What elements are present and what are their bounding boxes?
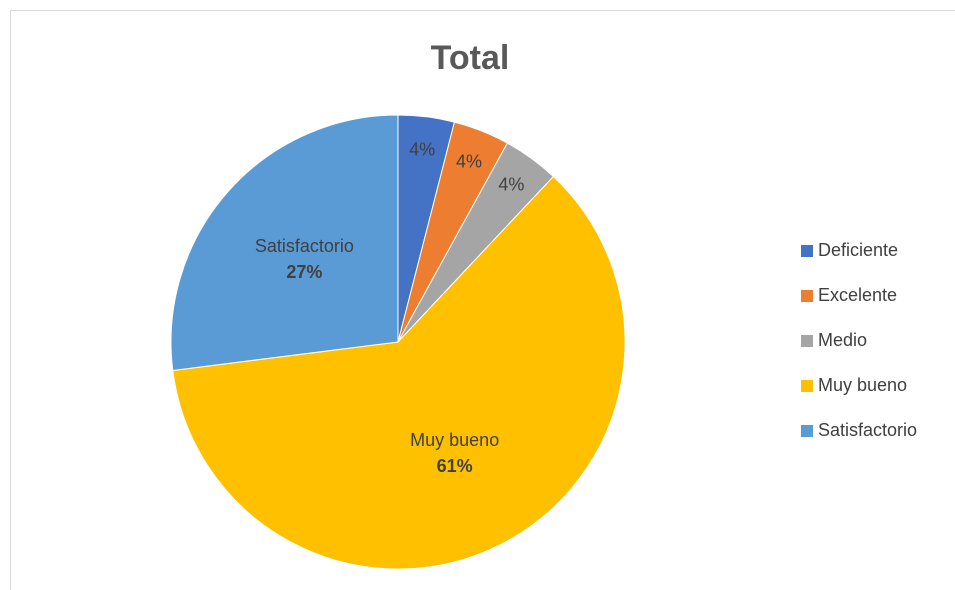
data-label: 4% (498, 175, 524, 195)
legend-label: Medio (818, 330, 867, 350)
pie-slice (170, 114, 399, 372)
data-label: 4% (456, 151, 482, 171)
legend-label: Deficiente (818, 240, 898, 260)
data-label: 61% (437, 456, 473, 476)
legend-swatch (801, 380, 813, 392)
legend-label: Satisfactorio (818, 420, 917, 440)
legend-swatch (801, 425, 813, 437)
legend-swatch (801, 335, 813, 347)
legend-swatch (801, 290, 813, 302)
legend-swatch (801, 245, 813, 257)
data-label: 4% (409, 139, 435, 159)
data-label-category: Satisfactorio (255, 236, 354, 256)
legend-label: Muy bueno (818, 375, 907, 395)
data-label: 27% (286, 262, 322, 282)
chart-title: Total (431, 39, 510, 77)
legend-label: Excelente (818, 285, 897, 305)
pie-slice (172, 175, 626, 570)
data-label-category: Muy bueno (410, 430, 499, 450)
